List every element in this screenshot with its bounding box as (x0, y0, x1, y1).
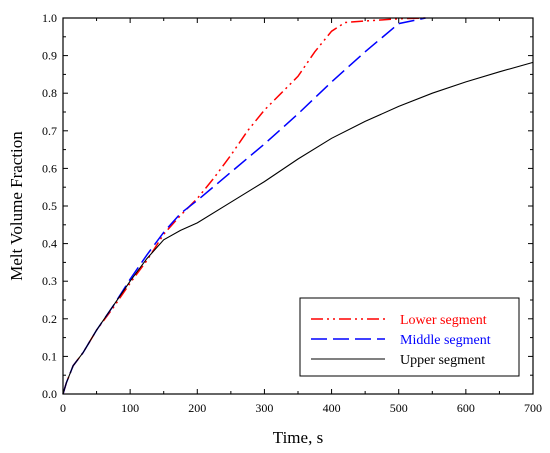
tick-labels-layer: 0 100 200 300 400 500 600 700 0.0 0.1 0.2 0.3 0.4 0.5… (42, 11, 542, 415)
legend-box (299, 297, 520, 377)
x-tick-label: 700 (524, 401, 542, 415)
legend-label: Upper segment (400, 353, 485, 368)
y-tick-label: 0.4 (42, 237, 57, 251)
y-tick-label: 0.1 (42, 349, 57, 363)
y-tick-label: 0.5 (42, 199, 57, 213)
x-tick-label: 300 (255, 401, 273, 415)
legend-label: Middle segment (400, 333, 491, 348)
ticks-layer (62, 17, 534, 395)
y-tick-label: 0.7 (42, 124, 57, 138)
legend-label: Lower segment (400, 313, 487, 328)
y-tick-label: 0.8 (42, 86, 57, 100)
x-tick-label: 400 (323, 401, 341, 415)
y-tick-label: 0.0 (42, 387, 57, 401)
series-line-2 (62, 17, 426, 395)
legend: Lower segment Middle segment Upper segment (299, 297, 520, 377)
y-tick-label: 0.6 (42, 161, 57, 175)
x-axis-title: Time, s (273, 428, 323, 447)
y-tick-label: 1.0 (42, 11, 57, 25)
y-tick-label: 0.3 (42, 274, 57, 288)
y-tick-label: 0.2 (42, 312, 57, 326)
series-layer (62, 17, 534, 395)
x-tick-label: 600 (457, 401, 475, 415)
x-tick-label: 0 (60, 401, 66, 415)
x-tick-label: 200 (188, 401, 206, 415)
y-axis-title: Melt Volume Fraction (7, 131, 26, 281)
series-line-3 (62, 61, 534, 395)
x-tick-label: 100 (121, 401, 139, 415)
y-tick-label: 0.9 (42, 49, 57, 63)
x-tick-label: 500 (390, 401, 408, 415)
